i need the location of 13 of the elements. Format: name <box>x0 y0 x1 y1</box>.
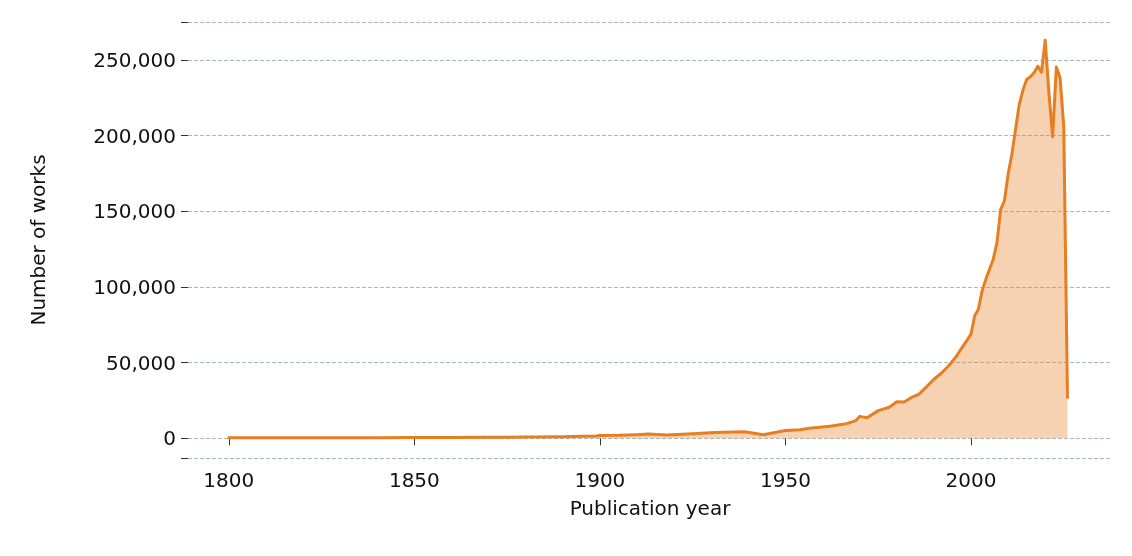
x-axis-title: Publication year <box>569 496 732 520</box>
x-tick-label: 1950 <box>759 468 811 492</box>
y-tick-label: 200,000 <box>93 123 176 148</box>
y-tick-label: 150,000 <box>93 199 176 224</box>
y-tick-label: 50,000 <box>106 350 176 375</box>
y-axis-title: Number of works <box>26 154 50 326</box>
y-tick-label: 0 <box>163 426 176 451</box>
y-tick-label: 250,000 <box>93 47 176 72</box>
y-tick-label: 100,000 <box>93 274 176 299</box>
x-tick-label: 1800 <box>203 468 255 492</box>
x-tick-label: 1900 <box>574 468 626 492</box>
x-tick-label: 2000 <box>945 468 997 492</box>
x-tick-label: 1850 <box>388 468 440 492</box>
